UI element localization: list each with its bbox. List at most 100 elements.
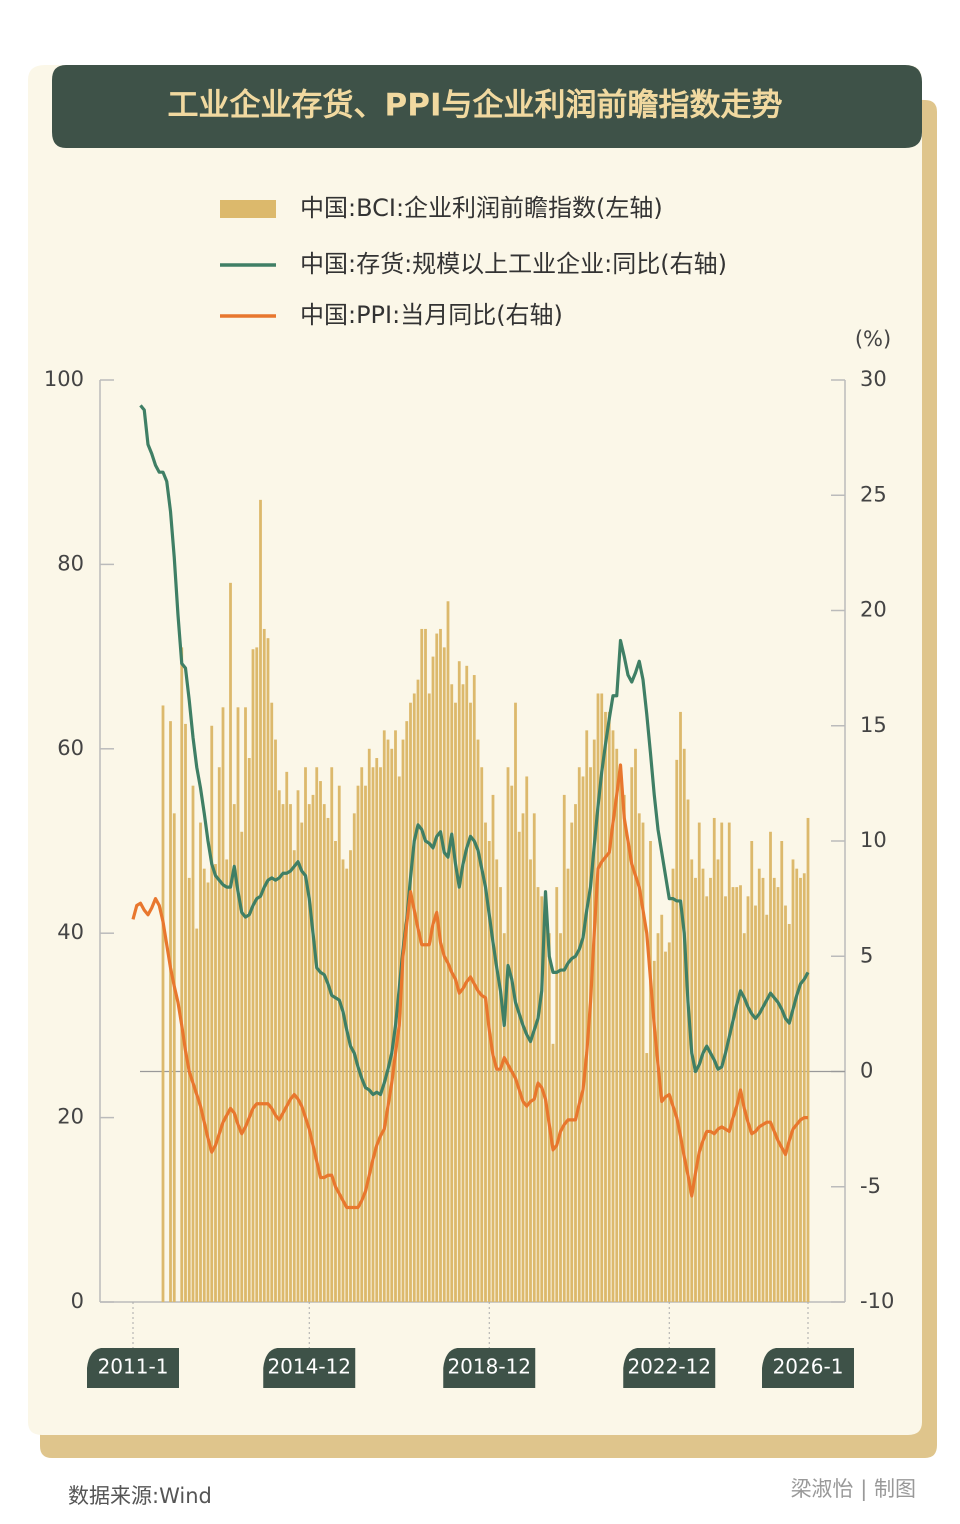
- legend-swatch: [220, 200, 276, 218]
- bar: [210, 725, 214, 1302]
- bar: [337, 785, 341, 1302]
- y2-tick-label: 0: [860, 1059, 873, 1083]
- bar: [604, 711, 607, 1302]
- bar: [600, 693, 604, 1302]
- bar: [420, 628, 424, 1302]
- bar: [795, 868, 799, 1302]
- bar: [206, 882, 210, 1302]
- bar: [315, 767, 319, 1302]
- bar: [435, 633, 439, 1302]
- bar: [589, 767, 592, 1302]
- x-tick-label: 2018-12: [447, 1355, 531, 1379]
- bar: [701, 868, 705, 1302]
- legend-label: 中国:存货:规模以上工业企业:同比(右轴): [300, 250, 727, 278]
- bar: [671, 868, 675, 1302]
- bar: [776, 887, 780, 1302]
- credit: 梁淑怡 | 制图: [791, 1477, 916, 1502]
- x-tick-tab: [87, 1348, 179, 1388]
- y2-tick-label: 20: [860, 598, 887, 622]
- bar: [214, 864, 217, 1302]
- bar: [247, 758, 251, 1302]
- bar: [322, 804, 326, 1302]
- bar: [172, 813, 176, 1302]
- bar: [761, 877, 765, 1302]
- bar: [270, 702, 274, 1302]
- bar: [611, 730, 615, 1302]
- bar: [555, 887, 559, 1302]
- legend-label: 中国:PPI:当月同比(右轴): [300, 301, 563, 329]
- bar: [799, 877, 802, 1302]
- bar: [581, 776, 585, 1302]
- bar: [184, 723, 187, 1302]
- x-tick-tab: [623, 1348, 716, 1388]
- bar: [656, 933, 660, 1302]
- bar: [244, 707, 247, 1302]
- bar: [694, 877, 697, 1302]
- bar: [802, 873, 806, 1302]
- bar: [469, 702, 472, 1302]
- bar: [319, 781, 322, 1302]
- y2-tick-label: 25: [860, 482, 887, 506]
- bar: [754, 905, 757, 1302]
- bar: [364, 785, 367, 1302]
- bar: [424, 628, 427, 1302]
- bar: [390, 748, 394, 1302]
- bar: [431, 656, 435, 1302]
- bar: [367, 748, 371, 1302]
- bar: [457, 661, 461, 1302]
- legend-label: 中国:BCI:企业利润前瞻指数(左轴): [300, 194, 663, 222]
- bar: [536, 887, 540, 1302]
- y-tick-label: 20: [57, 1105, 84, 1129]
- y2-tick-label: -5: [860, 1174, 881, 1198]
- bar: [416, 679, 420, 1302]
- bar: [334, 841, 337, 1302]
- bar: [450, 684, 454, 1302]
- bar: [202, 868, 206, 1302]
- x-tick-tab: [762, 1348, 854, 1388]
- bar: [615, 748, 619, 1302]
- bar: [281, 804, 285, 1302]
- bar: [274, 739, 277, 1302]
- bar: [510, 785, 514, 1302]
- bar: [757, 868, 761, 1302]
- y-tick-label: 40: [57, 920, 84, 944]
- bar: [349, 850, 352, 1302]
- bar: [682, 748, 686, 1302]
- x-tick-tab: [443, 1348, 536, 1388]
- bar: [169, 721, 172, 1302]
- bar: [649, 841, 652, 1302]
- bar: [386, 739, 390, 1302]
- bar: [626, 841, 630, 1302]
- header: [52, 65, 922, 148]
- bar: [356, 785, 360, 1302]
- bar: [506, 767, 510, 1302]
- bar: [769, 831, 772, 1302]
- bar: [742, 933, 746, 1302]
- line: [131, 763, 808, 1210]
- bar: [161, 705, 165, 1302]
- bar: [566, 868, 570, 1302]
- bar: [195, 928, 199, 1302]
- bar: [622, 794, 626, 1302]
- bar: [806, 817, 810, 1302]
- bar: [371, 767, 375, 1302]
- bar: [645, 1053, 649, 1302]
- bar: [484, 822, 487, 1302]
- bar: [772, 877, 776, 1302]
- bar: [765, 914, 769, 1302]
- bar: [229, 582, 232, 1302]
- bar: [221, 707, 225, 1302]
- bar: [592, 739, 596, 1302]
- bar: [255, 647, 259, 1302]
- bar: [667, 942, 671, 1302]
- bar: [345, 868, 349, 1302]
- bar: [619, 776, 622, 1302]
- bar: [679, 711, 682, 1302]
- bar: [540, 896, 544, 1302]
- bar: [285, 771, 289, 1302]
- bar: [574, 804, 577, 1302]
- bar: [476, 739, 480, 1302]
- bar: [784, 905, 787, 1302]
- bar: [675, 759, 679, 1302]
